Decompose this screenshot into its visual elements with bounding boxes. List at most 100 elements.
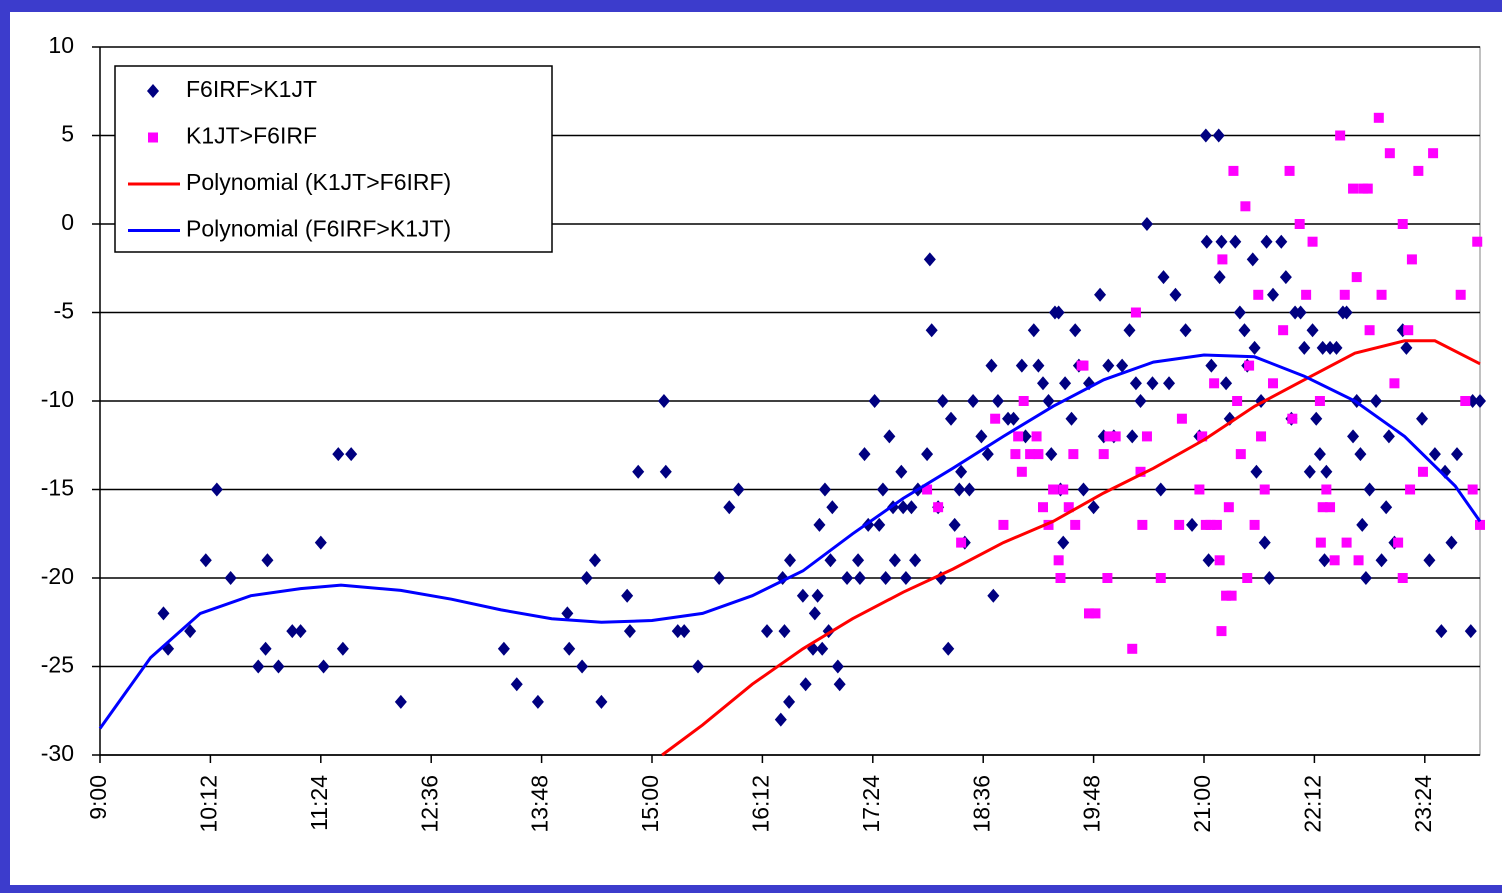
point <box>1403 325 1414 336</box>
point <box>1340 305 1353 320</box>
point <box>1253 289 1264 300</box>
point <box>1134 394 1147 408</box>
point <box>956 537 967 548</box>
y-tick-label: 0 <box>61 209 74 235</box>
trendline <box>98 353 1482 730</box>
point <box>1335 130 1346 141</box>
point <box>1356 517 1369 532</box>
point <box>841 571 854 585</box>
point <box>1428 148 1439 159</box>
point <box>868 394 881 408</box>
point <box>1325 502 1336 513</box>
point <box>497 641 510 656</box>
point <box>659 464 672 479</box>
point <box>1445 535 1458 550</box>
point <box>1068 449 1079 460</box>
point <box>1063 502 1074 513</box>
point <box>1033 449 1044 460</box>
point <box>1324 340 1337 355</box>
point <box>1306 323 1319 338</box>
point <box>1428 447 1441 462</box>
point <box>1157 270 1170 285</box>
point <box>1249 519 1260 530</box>
point <box>1380 500 1393 515</box>
point <box>1126 429 1139 444</box>
point <box>1205 358 1218 373</box>
point <box>990 413 1001 424</box>
point <box>1135 466 1146 477</box>
point <box>1199 128 1212 143</box>
point <box>678 624 691 639</box>
legend-marker <box>148 132 158 143</box>
point <box>783 694 796 709</box>
point <box>975 429 988 444</box>
point <box>1400 340 1413 355</box>
y-tick-label: 10 <box>48 32 74 58</box>
point <box>623 624 636 639</box>
point <box>1146 376 1159 391</box>
point <box>1330 340 1343 355</box>
x-tick-label: 12:36 <box>416 775 442 833</box>
point <box>286 624 299 639</box>
point <box>948 517 961 532</box>
point <box>1174 519 1185 530</box>
point <box>1055 573 1066 583</box>
point <box>576 659 589 674</box>
point <box>981 447 994 462</box>
point <box>345 447 358 462</box>
point <box>1320 464 1333 479</box>
point <box>1339 289 1350 300</box>
point <box>1038 502 1048 513</box>
point <box>1303 464 1316 479</box>
point <box>1032 358 1045 373</box>
point <box>936 394 949 408</box>
point <box>1211 519 1222 530</box>
point <box>1053 555 1064 566</box>
point <box>1268 378 1278 389</box>
point <box>818 482 831 497</box>
point <box>1232 396 1243 406</box>
point <box>1363 482 1376 497</box>
point <box>953 482 966 497</box>
point <box>1359 571 1372 585</box>
y-tick-label: -30 <box>41 740 74 766</box>
x-tick-label: 18:36 <box>968 775 994 833</box>
point <box>580 571 593 585</box>
point <box>1354 447 1367 462</box>
point <box>1226 590 1237 601</box>
y-tick-label: -20 <box>41 563 74 589</box>
x-tick-label: 23:24 <box>1410 775 1436 833</box>
point <box>1248 340 1261 355</box>
point <box>1059 376 1072 391</box>
point <box>991 394 1004 408</box>
point <box>588 553 601 568</box>
point <box>563 641 576 656</box>
point <box>921 447 934 462</box>
point <box>1417 466 1428 477</box>
point <box>1439 464 1452 479</box>
y-tick-label: 5 <box>61 121 74 147</box>
y-tick-label: -15 <box>41 475 74 501</box>
point <box>1301 289 1312 300</box>
point <box>1069 323 1082 338</box>
point <box>1275 234 1288 249</box>
point <box>1169 287 1182 302</box>
point <box>531 694 544 709</box>
point <box>157 606 170 621</box>
point <box>1155 573 1166 583</box>
point <box>1416 411 1429 426</box>
point <box>317 659 330 674</box>
point <box>1250 464 1263 479</box>
point <box>1467 484 1478 495</box>
point <box>1220 376 1233 391</box>
x-tick-label: 10:12 <box>195 775 221 833</box>
legend: F6IRF>K1JT K1JT>F6IRF Polynomial (K1JT>F6I… <box>114 65 553 253</box>
legend-marker <box>147 84 159 98</box>
point <box>813 517 826 532</box>
point <box>336 641 349 656</box>
y-tick-label: -25 <box>41 652 74 678</box>
point <box>873 517 886 532</box>
point <box>1228 165 1239 176</box>
point <box>1130 307 1141 318</box>
point <box>778 624 791 639</box>
